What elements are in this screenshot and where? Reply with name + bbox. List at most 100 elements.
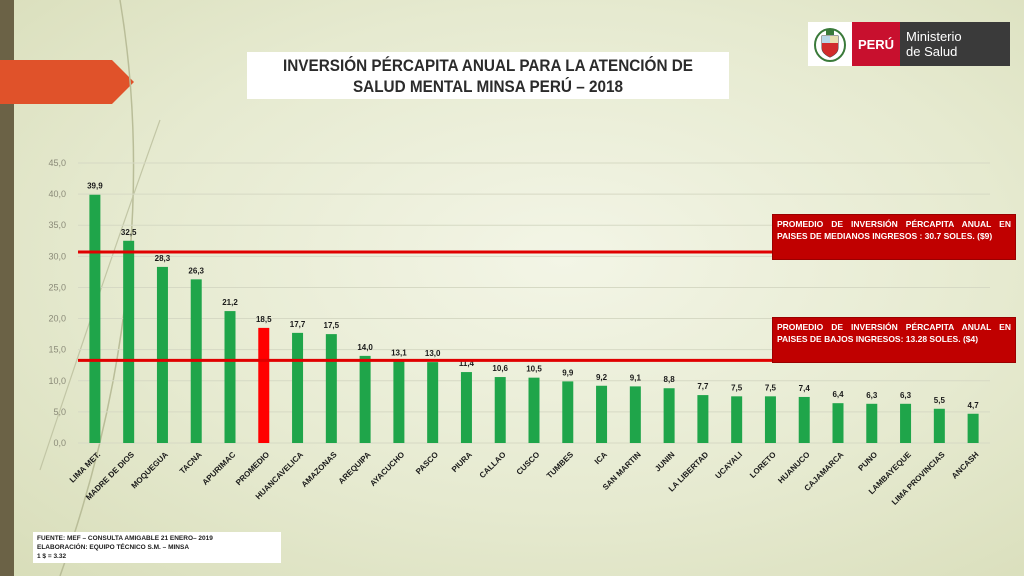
category-label: ICA [593,450,609,466]
credit-line: ELABORACIÓN: EQUIPO TÉCNICO S.M. – MINSA [37,544,190,551]
y-tick-label: 0,0 [53,438,66,448]
data-label: 4,7 [968,401,980,410]
category-label: APURIMAC [201,450,238,487]
data-label: 7,5 [765,383,777,392]
data-label: 9,1 [630,373,642,382]
data-label: 10,5 [526,365,542,374]
data-label: 6,3 [900,391,912,400]
chart-title: INVERSIÓN PÉRCAPITA ANUAL PARA LA ATENCI… [282,56,694,96]
source-note: FUENTE: MEF – CONSULTA AMIGABLE 21 ENERO… [33,532,281,563]
bar [731,396,743,443]
data-label: 39,9 [87,182,103,191]
y-tick-label: 30,0 [48,251,66,261]
data-label: 26,3 [188,266,204,275]
bar [460,372,472,443]
data-label: 13,0 [425,349,441,358]
bar [562,381,574,443]
bar [764,396,776,443]
left-border-strip [0,0,14,576]
data-label: 6,3 [866,391,878,400]
ministry-name-line2: de Salud [906,44,958,59]
title-box: INVERSIÓN PÉRCAPITA ANUAL PARA LA ATENCI… [247,52,729,99]
bar [933,408,945,443]
bar [494,377,506,443]
bar [663,388,675,443]
data-label: 18,5 [256,315,272,324]
bar [224,311,236,443]
bar [832,403,844,443]
data-label: 32,5 [121,228,137,237]
bar [156,266,168,443]
data-label: 11,4 [459,359,475,368]
y-tick-label: 15,0 [48,345,66,355]
exchange-rate-line: 1 $ = 3.32 [37,553,67,560]
ministry-logo: PERÚ Ministerio de Salud [808,22,1010,66]
bar [359,355,371,443]
category-label: PUNO [856,450,879,473]
bar [292,332,304,443]
bar [629,386,641,443]
source-line: FUENTE: MEF – CONSULTA AMIGABLE 21 ENERO… [37,535,213,542]
data-label: 7,5 [731,383,743,392]
data-label: 8,8 [664,375,676,384]
bar [967,413,979,443]
y-tick-label: 20,0 [48,314,66,324]
callout-low-income: PROMEDIO DE INVERSIÓN PÉRCAPITA ANUAL EN… [772,317,1016,363]
category-label: ANCASH [950,450,981,481]
orange-arrow-shape [0,60,134,104]
bar [596,385,608,443]
category-label: UCAYALI [714,450,744,480]
y-tick-label: 10,0 [48,376,66,386]
data-label: 13,1 [391,348,407,357]
category-label: LORETO [748,450,778,480]
data-label: 10,6 [492,364,508,373]
bar [258,327,270,443]
bar [697,395,709,443]
callout-middle-income: PROMEDIO DE INVERSIÓN PÉRCAPITA ANUAL EN… [772,214,1016,260]
category-label: PIURA [450,450,474,474]
data-label: 17,5 [324,321,340,330]
data-label: 6,4 [832,390,844,399]
data-label: 14,0 [357,343,373,352]
data-label: 5,5 [934,396,946,405]
y-tick-label: 5,0 [53,407,66,417]
category-label: HUANUCO [776,450,811,485]
coat-of-arms-icon [814,28,846,62]
bar [866,403,878,443]
ministry-name-line1: Ministerio [906,29,962,44]
data-label: 7,7 [697,382,709,391]
data-label: 28,3 [155,254,171,263]
category-label: CUSCO [515,450,542,477]
data-label: 9,9 [562,368,574,377]
data-label: 9,2 [596,373,608,382]
y-tick-label: 25,0 [48,282,66,292]
category-label: AMAZONAS [300,450,340,490]
bar [528,377,540,443]
category-label: LIMA MET. [68,450,102,484]
country-badge: PERÚ [852,22,900,66]
category-label: AREQUIPA [337,450,373,486]
y-tick-label: 45,0 [48,158,66,168]
bar [427,362,439,443]
bar [123,240,135,443]
data-label: 17,7 [290,320,306,329]
bar [900,403,912,443]
y-tick-label: 35,0 [48,220,66,230]
bar [325,334,337,443]
bar [89,194,101,443]
category-label: TACNA [178,450,204,476]
category-label: CALLAO [478,450,508,480]
y-tick-label: 40,0 [48,189,66,199]
bar [393,361,405,443]
category-label: TUMBES [545,450,576,481]
bar [798,396,810,443]
category-label: AYACUCHO [368,450,406,488]
category-label: PASCO [414,450,440,476]
data-label: 7,4 [799,384,811,393]
category-label: PROMEDIO [234,450,271,487]
category-label: JUNIN [653,450,676,473]
ministry-name: Ministerio de Salud [900,22,1010,66]
data-label: 21,2 [222,298,238,307]
